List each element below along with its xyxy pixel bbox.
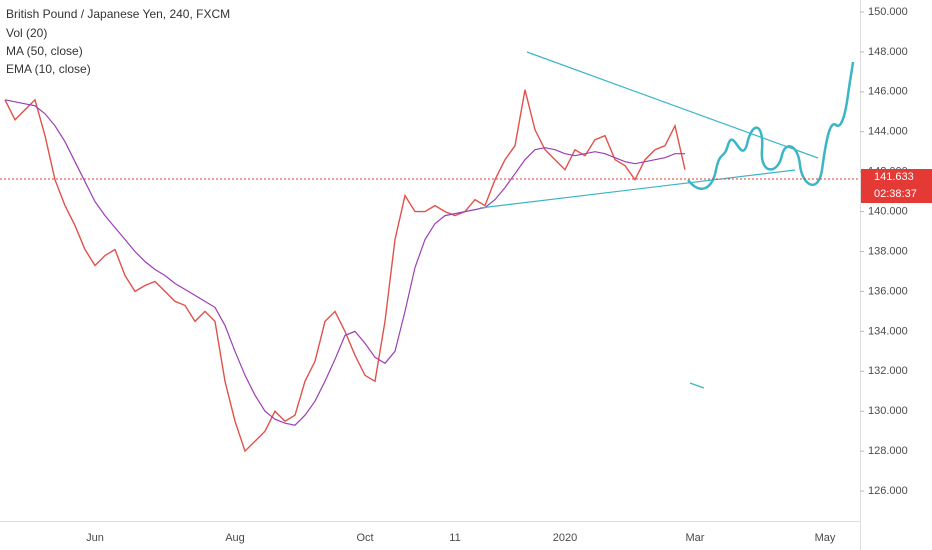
y-tick-label: 148.000 (868, 46, 908, 58)
y-tick-label: 146.000 (868, 86, 908, 98)
trend-line (526, 51, 819, 159)
y-tick-label: 128.000 (868, 445, 908, 457)
countdown-label: 02:38:37 (874, 188, 917, 200)
y-tick-label: 130.000 (868, 405, 908, 417)
y-tick-label: 140.000 (868, 206, 908, 218)
drawings (479, 51, 855, 389)
series-line (4, 99, 685, 426)
indicator-label: MA (50, close) (6, 44, 83, 58)
x-tick-label: 2020 (553, 532, 577, 544)
y-tick-label: 138.000 (868, 245, 908, 257)
last-price-label: 141.633 (874, 171, 914, 183)
x-tick-label: Aug (225, 532, 245, 544)
trend-line (479, 169, 796, 209)
y-tick-label: 134.000 (868, 325, 908, 337)
series-line (4, 89, 686, 453)
plot (4, 89, 686, 453)
trend-line (689, 382, 705, 389)
y-tick-label: 132.000 (868, 365, 908, 377)
last-price-box (861, 168, 932, 203)
chart-title: British Pound / Japanese Yen, 240, FXCM (6, 7, 230, 21)
y-tick-label: 136.000 (868, 285, 908, 297)
y-tick-label: 150.000 (868, 6, 908, 18)
x-tick-label: Jun (86, 532, 104, 544)
x-tick-label: Mar (686, 532, 705, 544)
forecast-sketch (687, 61, 855, 190)
y-tick-label: 126.000 (868, 485, 908, 497)
x-tick-label: 11 (449, 532, 460, 544)
indicator-label: EMA (10, close) (6, 62, 91, 76)
x-tick-label: May (815, 532, 836, 544)
y-tick-label: 144.000 (868, 126, 908, 138)
x-tick-label: Oct (356, 532, 373, 544)
indicator-label: Vol (20) (6, 26, 47, 40)
